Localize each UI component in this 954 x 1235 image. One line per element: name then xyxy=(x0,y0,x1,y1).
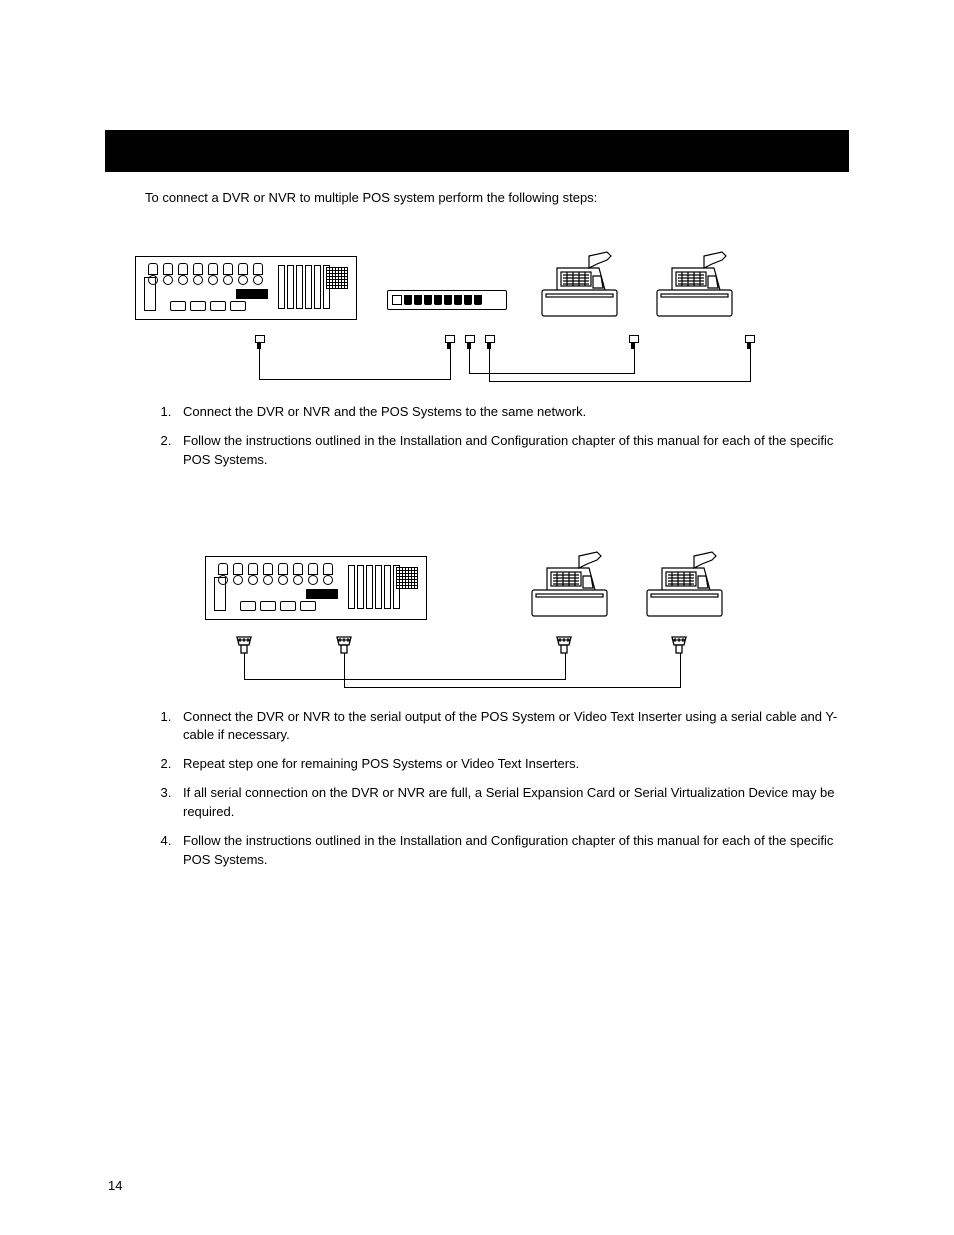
list-item: If all serial connection on the DVR or N… xyxy=(175,784,849,822)
list-item: Repeat step one for remaining POS System… xyxy=(175,755,849,774)
list-item: Follow the instructions outlined in the … xyxy=(175,832,849,870)
pos-register-icon xyxy=(642,550,727,620)
pos-register-icon xyxy=(652,250,737,320)
pos-register-icon xyxy=(537,250,622,320)
ethernet-plug-icon xyxy=(743,335,755,349)
section-header-bar xyxy=(105,130,849,172)
pos-register-icon xyxy=(527,550,612,620)
document-page: To connect a DVR or NVR to multiple POS … xyxy=(0,0,954,1235)
page-number: 14 xyxy=(108,1178,122,1193)
ethernet-plug-icon xyxy=(443,335,455,349)
network-connection-diagram xyxy=(135,250,849,320)
intro-text: To connect a DVR or NVR to multiple POS … xyxy=(145,190,849,205)
network-cable-diagram xyxy=(135,335,819,385)
network-hub-icon xyxy=(387,290,507,320)
list-item: Follow the instructions outlined in the … xyxy=(175,432,849,470)
ethernet-plug-icon xyxy=(463,335,475,349)
ethernet-plug-icon xyxy=(253,335,265,349)
serial-cable-diagram xyxy=(205,635,749,690)
network-steps-list: Connect the DVR or NVR and the POS Syste… xyxy=(157,403,849,470)
serial-connection-diagram xyxy=(205,550,849,620)
serial-steps-list: Connect the DVR or NVR to the serial out… xyxy=(157,708,849,870)
list-item: Connect the DVR or NVR to the serial out… xyxy=(175,708,849,746)
dvr-device-icon xyxy=(205,556,427,620)
list-item: Connect the DVR or NVR and the POS Syste… xyxy=(175,403,849,422)
page-content: To connect a DVR or NVR to multiple POS … xyxy=(105,190,849,869)
ethernet-plug-icon xyxy=(627,335,639,349)
dvr-device-icon xyxy=(135,256,357,320)
ethernet-plug-icon xyxy=(483,335,495,349)
